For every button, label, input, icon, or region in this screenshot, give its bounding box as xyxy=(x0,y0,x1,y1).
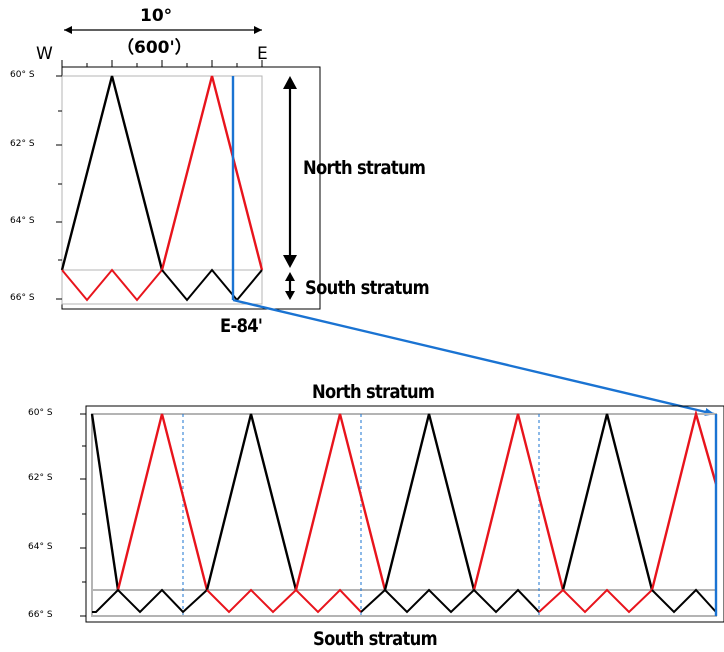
bottom-north-track-black xyxy=(90,413,120,591)
top-frame xyxy=(61,66,321,310)
bottom-north-track-black xyxy=(205,413,298,591)
bottom-panel xyxy=(80,405,724,623)
bottom-north-track-red xyxy=(116,413,209,591)
bottom-south-stratum-label: South stratum xyxy=(313,628,438,650)
bottom-lat-64: 64° S xyxy=(28,542,53,552)
top-south-track-red xyxy=(61,268,163,302)
top-lat-64: 64° S xyxy=(10,216,35,226)
bottom-lat-66: 66° S xyxy=(28,610,53,620)
north-stratum-arrow xyxy=(283,76,297,268)
bottom-lat-62: 62° S xyxy=(28,473,53,483)
bottom-north-track-black xyxy=(561,413,654,591)
top-panel xyxy=(56,26,321,310)
bottom-lat-ticks xyxy=(80,413,86,617)
bottom-divisions xyxy=(182,414,540,616)
width-label: 10° xyxy=(140,6,173,26)
bottom-south-track-red xyxy=(538,588,653,614)
cut-label: E-84' xyxy=(220,315,263,337)
bottom-lat-60: 60° S xyxy=(28,408,53,418)
top-south-stratum-label: South stratum xyxy=(305,277,430,299)
bottom-south-track-black xyxy=(92,588,208,614)
minutes-label: （600'） xyxy=(117,38,192,58)
top-north-stratum-label: North stratum xyxy=(303,157,426,179)
south-stratum-arrow xyxy=(285,272,295,300)
bottom-north-track-red xyxy=(650,409,718,591)
span-arrow xyxy=(64,26,262,34)
top-lat-60: 60° S xyxy=(10,70,35,80)
bottom-north-track-red xyxy=(294,413,387,591)
bottom-north-stratum-label: North stratum xyxy=(312,381,435,403)
bottom-north-track-black xyxy=(383,413,476,591)
bottom-south-track-red xyxy=(206,588,362,614)
bottom-north-track-red xyxy=(472,413,565,591)
top-lat-62: 62° S xyxy=(10,139,35,149)
top-lat-ticks xyxy=(56,75,62,300)
top-ticks xyxy=(61,60,263,67)
top-south-track-black xyxy=(161,268,263,302)
bottom-south-track-black xyxy=(651,588,717,614)
bottom-south-box xyxy=(91,589,717,617)
bottom-south-track-black xyxy=(360,588,540,614)
east-label: E xyxy=(257,44,268,64)
connector-arrow xyxy=(232,298,715,416)
west-label: W xyxy=(36,44,53,64)
top-north-track-black xyxy=(60,75,164,271)
top-lat-66: 66° S xyxy=(10,293,35,303)
top-north-track-red xyxy=(160,75,264,271)
